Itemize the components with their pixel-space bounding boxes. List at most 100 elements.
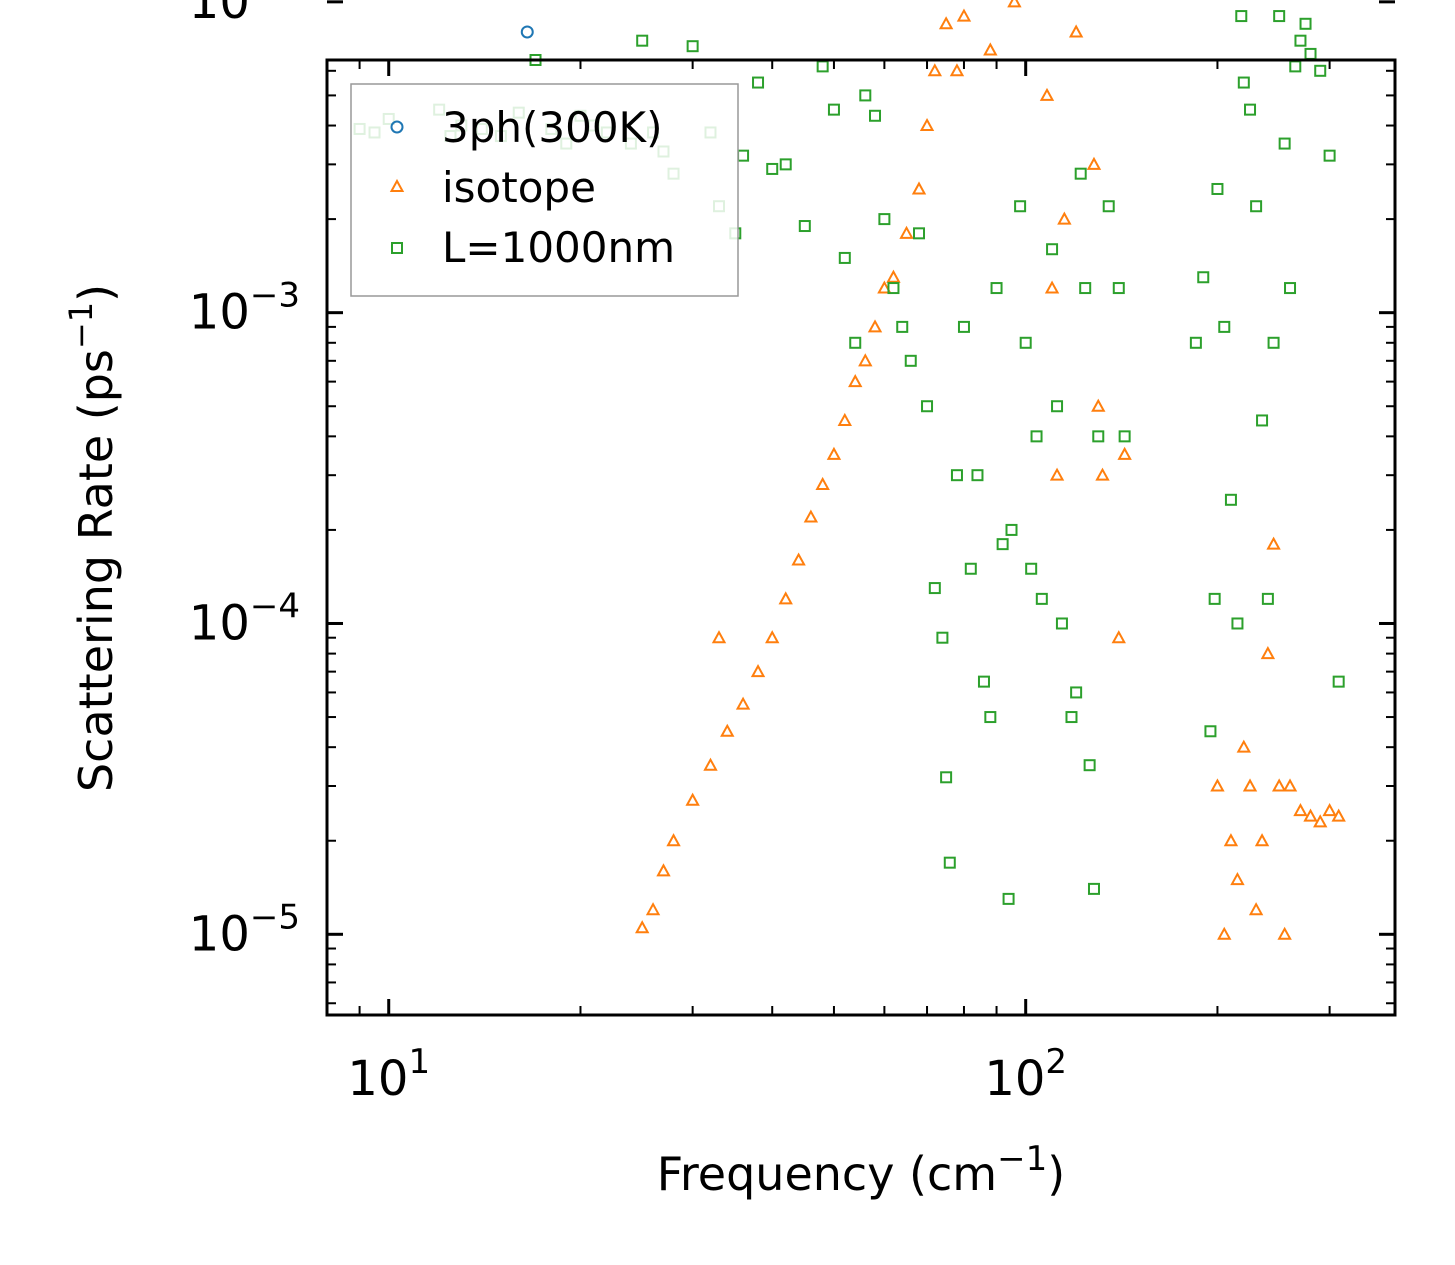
data-point <box>1112 282 1125 295</box>
data-point <box>849 336 862 349</box>
y-axis-label-end: ) <box>69 284 123 302</box>
data-point <box>815 476 830 490</box>
x-axis-label-end: ) <box>1047 1147 1065 1201</box>
data-point <box>1057 211 1072 225</box>
data-point <box>921 400 934 413</box>
data-point <box>919 117 935 132</box>
data-point <box>1117 446 1132 460</box>
data-point <box>720 723 735 737</box>
data-point <box>1211 182 1224 195</box>
data-point <box>838 251 851 264</box>
data-point <box>1102 200 1115 213</box>
data-point <box>1092 430 1105 443</box>
series-0 <box>520 25 534 39</box>
data-point <box>803 509 819 523</box>
data-point <box>1314 64 1327 77</box>
legend-entry-3ph: 3ph(300K) <box>390 103 662 152</box>
data-point <box>1111 630 1126 644</box>
data-point <box>1217 926 1232 940</box>
data-point <box>1210 778 1225 792</box>
data-point <box>1065 711 1078 724</box>
data-point <box>956 8 972 22</box>
data-point <box>1208 592 1221 605</box>
data-point <box>1025 562 1038 575</box>
data-point <box>1095 467 1110 481</box>
data-point <box>1299 17 1312 30</box>
data-point <box>1189 336 1202 349</box>
data-point <box>685 792 700 806</box>
x-axis-label-sup: −1 <box>997 1139 1047 1179</box>
data-point <box>791 552 806 566</box>
data-point <box>826 446 842 460</box>
data-point <box>896 320 909 333</box>
data-point <box>859 89 872 102</box>
data-point <box>816 60 829 73</box>
data-point <box>837 412 852 426</box>
data-point <box>750 664 766 678</box>
data-point <box>1068 24 1084 38</box>
data-point <box>1313 814 1328 828</box>
data-point <box>867 319 883 333</box>
data-point <box>1087 882 1100 895</box>
legend-label-l1000: L=1000nm <box>442 223 675 272</box>
data-point <box>1118 430 1131 443</box>
data-point <box>1218 320 1231 333</box>
y-axis-label-sup: −1 <box>62 302 100 349</box>
data-point <box>848 374 863 388</box>
data-point <box>1273 10 1286 23</box>
data-point <box>1235 10 1248 23</box>
data-point <box>765 630 780 644</box>
data-point <box>1244 103 1257 116</box>
data-point <box>1277 926 1292 940</box>
data-point <box>957 320 970 333</box>
data-point <box>1278 137 1291 150</box>
data-point <box>1030 430 1043 443</box>
legend-box <box>350 83 739 297</box>
data-point <box>752 76 765 89</box>
legend-marker-square-icon <box>391 242 403 254</box>
data-point <box>1237 76 1250 89</box>
data-point <box>1007 0 1022 8</box>
data-point <box>1236 739 1251 753</box>
data-point <box>1224 493 1237 506</box>
data-point <box>827 103 840 116</box>
data-point <box>943 856 956 869</box>
data-point <box>636 34 649 47</box>
data-point <box>1322 803 1337 817</box>
data-point <box>1204 725 1217 738</box>
data-point <box>1323 149 1336 162</box>
legend-label-3ph: 3ph(300K) <box>442 103 662 152</box>
data-point <box>1293 803 1308 817</box>
data-point <box>1019 336 1032 349</box>
data-point <box>1039 87 1055 101</box>
x-axis-label-main: Frequency (cm <box>657 1147 997 1201</box>
data-point <box>1260 646 1276 660</box>
data-point <box>911 181 927 195</box>
data-point <box>983 42 998 56</box>
data-point <box>1035 592 1048 605</box>
tick-labels: 10110210010−110−210−310−410−5 <box>189 0 1067 1107</box>
legend-entry-isotope: isotope <box>389 163 596 212</box>
y-axis-label-main: Scattering Rate (ps <box>69 349 123 792</box>
data-point <box>899 225 914 239</box>
data-point <box>703 757 718 771</box>
data-point <box>1074 167 1087 180</box>
y-axis-label: Scattering Rate (ps−1) <box>62 284 123 792</box>
data-point <box>949 63 965 77</box>
legend-marker-triangle-icon <box>389 178 405 192</box>
data-point <box>1002 892 1015 905</box>
y-tick-label: 10−5 <box>189 897 300 962</box>
series-1 <box>635 0 1346 940</box>
data-point <box>735 696 751 710</box>
data-point <box>666 833 681 847</box>
data-point <box>779 158 792 171</box>
data-point <box>869 109 882 122</box>
plot-frame <box>325 58 1397 1017</box>
major-ticks <box>327 0 1395 1015</box>
data-point <box>1091 398 1106 412</box>
legend-marker-circle-icon <box>390 120 404 134</box>
data-point <box>1086 156 1102 170</box>
data-point <box>1197 271 1210 284</box>
x-tick-label: 102 <box>984 1042 1067 1107</box>
